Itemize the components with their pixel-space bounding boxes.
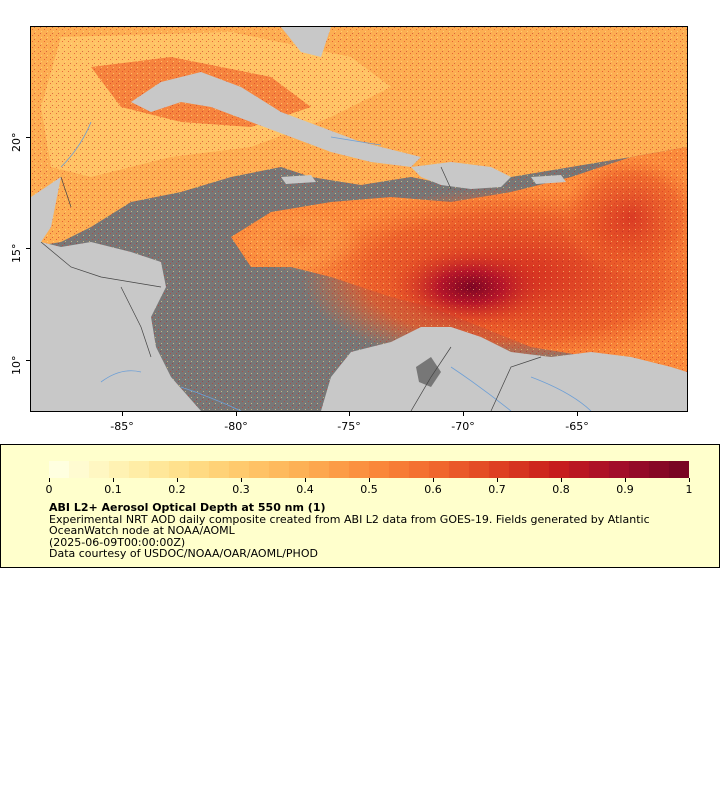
colorbar-swatch xyxy=(349,461,370,478)
colorbar-swatch xyxy=(649,461,670,478)
x-tick-label: -70° xyxy=(451,420,475,433)
colorbar-swatch xyxy=(49,461,70,478)
colorbar-label: 0.7 xyxy=(488,483,506,496)
x-tick-line-70 xyxy=(463,412,464,416)
colorbar-tick xyxy=(433,478,434,482)
colorbar-swatch xyxy=(669,461,689,478)
colorbar-tick xyxy=(49,478,50,482)
colorbar-swatch xyxy=(409,461,430,478)
colorbar-swatch xyxy=(489,461,510,478)
land-jamaica xyxy=(281,175,316,184)
colorbar-label: 0 xyxy=(45,483,53,496)
colorbar-label: 0.3 xyxy=(232,483,250,496)
colorbar-tick xyxy=(177,478,178,482)
x-tick-label: -75° xyxy=(337,420,361,433)
colorbar-swatch xyxy=(149,461,170,478)
colorbar-tick xyxy=(305,478,306,482)
x-tick-label: -85° xyxy=(110,420,134,433)
colorbar-swatch xyxy=(569,461,590,478)
colorbar-swatch xyxy=(609,461,630,478)
colorbar-swatch xyxy=(229,461,250,478)
x-tick-line-85 xyxy=(122,412,123,416)
country-borders xyxy=(40,166,542,411)
colorbar-label: 0.4 xyxy=(296,483,314,496)
colorbar-tick xyxy=(497,478,498,482)
colorbar-swatch xyxy=(589,461,610,478)
y-tick-label: 10° xyxy=(10,355,23,376)
y-tick-line-20 xyxy=(26,137,30,138)
colorbar-swatch xyxy=(449,461,470,478)
colorbar-swatch xyxy=(89,461,110,478)
colorbar-tick xyxy=(241,478,242,482)
colorbar-swatch xyxy=(129,461,150,478)
colorbar-swatch xyxy=(189,461,210,478)
colorbar-swatch xyxy=(309,461,330,478)
colorbar-swatch xyxy=(69,461,90,478)
colorbar xyxy=(49,461,689,478)
colorbar-swatch xyxy=(269,461,290,478)
colorbar-label: 1 xyxy=(685,483,693,496)
colorbar-label: 0.9 xyxy=(616,483,634,496)
colorbar-swatch xyxy=(169,461,190,478)
colorbar-swatch xyxy=(249,461,270,478)
legend-description: Experimental NRT AOD daily composite cre… xyxy=(49,513,650,537)
colorbar-tick xyxy=(689,478,690,482)
colorbar-tick xyxy=(561,478,562,482)
land-gulf-coast xyxy=(281,27,331,57)
land-hispaniola xyxy=(411,162,511,189)
colorbar-swatch xyxy=(549,461,570,478)
colorbar-tick xyxy=(113,478,114,482)
y-tick-label: 20° xyxy=(10,132,23,153)
colorbar-swatch xyxy=(509,461,530,478)
colorbar-swatch xyxy=(289,461,310,478)
colorbar-label: 0.6 xyxy=(424,483,442,496)
legend-title: ABI L2+ Aerosol Optical Depth at 550 nm … xyxy=(49,501,326,514)
land-central-america xyxy=(31,177,201,411)
colorbar-swatch xyxy=(209,461,230,478)
lake-maracaibo xyxy=(416,357,441,387)
colorbar-label: 0.8 xyxy=(552,483,570,496)
colorbar-tick xyxy=(625,478,626,482)
colorbar-swatch xyxy=(629,461,650,478)
legend-panel: 0 0.1 0.2 0.3 0.4 0.5 0.6 0.7 0.8 0.9 1 ABI L2+ Ae… xyxy=(0,444,720,568)
rivers xyxy=(60,121,592,411)
land-puerto-rico xyxy=(531,175,566,184)
land-cuba xyxy=(131,72,421,167)
colorbar-swatch xyxy=(469,461,490,478)
colorbar-label: 0.2 xyxy=(168,483,186,496)
colorbar-swatch xyxy=(429,461,450,478)
y-tick-label: 15° xyxy=(10,243,23,264)
x-tick-label: -65° xyxy=(565,420,589,433)
colorbar-swatch xyxy=(369,461,390,478)
x-tick-label: -80° xyxy=(224,420,248,433)
y-tick-line-15 xyxy=(26,248,30,249)
x-tick-line-75 xyxy=(349,412,350,416)
map-area[interactable] xyxy=(30,26,688,412)
colorbar-label: 0.5 xyxy=(360,483,378,496)
colorbar-swatch xyxy=(329,461,350,478)
aod-map xyxy=(31,27,687,411)
colorbar-swatch xyxy=(529,461,550,478)
y-tick-line-10 xyxy=(26,360,30,361)
land-south-america xyxy=(321,327,687,411)
x-tick-line-80 xyxy=(236,412,237,416)
legend-date: (2025-06-09T00:00:00Z) xyxy=(49,536,186,549)
legend-credit: Data courtesy of USDOC/NOAA/OAR/AOML/PHO… xyxy=(49,547,318,560)
x-tick-line-65 xyxy=(577,412,578,416)
colorbar-swatch xyxy=(389,461,410,478)
colorbar-tick xyxy=(369,478,370,482)
colorbar-swatch xyxy=(109,461,130,478)
colorbar-label: 0.1 xyxy=(104,483,122,496)
